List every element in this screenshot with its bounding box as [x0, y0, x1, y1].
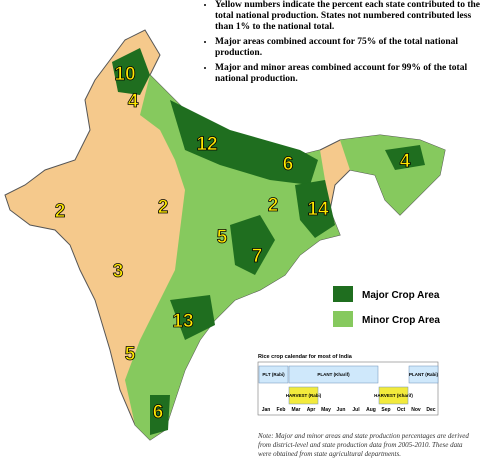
- month-label: Aug: [366, 407, 376, 413]
- major-area: [385, 145, 425, 170]
- note: Yellow numbers indicate the percent each…: [215, 0, 480, 33]
- calendar-title: Rice crop calendar for most of India: [258, 354, 353, 360]
- month-label: May: [321, 407, 331, 413]
- footnote: Note: Major and minor areas and state pr…: [258, 432, 469, 458]
- calendar-bar-label: HARVEST (Rabi): [286, 393, 322, 398]
- major-area: [170, 100, 318, 185]
- notes: Yellow numbers indicate the percent each…: [205, 0, 480, 89]
- month-label: Feb: [277, 407, 286, 413]
- calendar-bar: [288, 386, 319, 405]
- legend-swatch: [333, 286, 353, 302]
- legend-swatch: [333, 311, 353, 327]
- calendar-bar: [288, 365, 379, 384]
- legend-label: Minor Crop Area: [362, 315, 440, 326]
- state-percentage: 6: [283, 154, 294, 175]
- calendar-bar: [378, 386, 409, 405]
- state-percentage: 4: [400, 151, 411, 172]
- month-label: Jan: [262, 407, 271, 413]
- state-percentage: 5: [125, 344, 136, 365]
- state-percentage: 2: [268, 195, 279, 216]
- month-label: Apr: [307, 407, 316, 413]
- month-label: Dec: [426, 407, 435, 413]
- state-percentage: 5: [217, 227, 228, 248]
- month-label: Jun: [337, 407, 346, 413]
- month-label: Sep: [381, 407, 390, 413]
- major-area: [112, 48, 150, 95]
- calendar-bar: [258, 365, 289, 384]
- state-percentage: 2: [55, 201, 66, 222]
- calendar-bar-label: PLT (Rabi): [262, 372, 285, 377]
- state-percentage: 2: [158, 197, 169, 218]
- calendar-bar: [408, 365, 439, 384]
- calendar-bar-label: PLANT (Rabi): [409, 372, 438, 377]
- state-percentage: 6: [153, 402, 164, 423]
- state-percentage: 14: [307, 199, 329, 220]
- state-percentage: 12: [196, 134, 217, 155]
- legend-label: Major Crop Area: [362, 290, 440, 301]
- calendar-bar-label: PLANT (Kharif): [317, 372, 350, 377]
- state-percentage: 13: [172, 311, 193, 332]
- month-label: Mar: [292, 407, 301, 413]
- month-label: Jul: [352, 407, 360, 413]
- major-area: [230, 215, 275, 275]
- state-percentage: 3: [113, 261, 124, 282]
- state-percentage: 7: [252, 246, 263, 267]
- state-percentage: 4: [128, 91, 139, 112]
- major-area: [295, 180, 335, 238]
- state-percentage: 10: [114, 64, 135, 85]
- month-label: Oct: [397, 407, 406, 413]
- calendar-bar-label: HARVEST (Kharif): [374, 393, 413, 398]
- note: Major and minor areas combined account f…: [215, 63, 480, 85]
- major-area: [170, 295, 215, 340]
- minor-area: [340, 135, 445, 215]
- month-label: Nov: [411, 407, 421, 413]
- note: Major areas combined account for 75% of …: [215, 37, 480, 59]
- major-area: [150, 395, 170, 435]
